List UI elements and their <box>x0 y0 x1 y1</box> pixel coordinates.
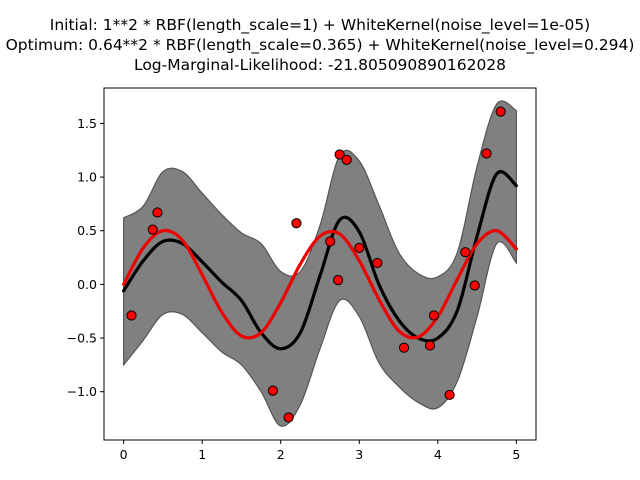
data-point <box>495 106 506 117</box>
data-point <box>152 207 163 218</box>
x-tick-label: 5 <box>512 447 520 462</box>
x-tick-label: 1 <box>198 447 206 462</box>
data-point <box>147 224 158 235</box>
data-point <box>126 310 137 321</box>
x-tick-label: 2 <box>277 447 285 462</box>
data-point <box>481 148 492 159</box>
y-tick-label: 0.5 <box>77 223 97 238</box>
x-tick-label: 3 <box>355 447 363 462</box>
y-tick-label: −0.5 <box>67 331 97 346</box>
data-point <box>291 218 302 229</box>
data-point <box>334 149 345 160</box>
data-point <box>444 389 455 401</box>
y-tick-label: 1.5 <box>77 116 97 131</box>
plot-area <box>122 100 518 427</box>
data-point <box>341 154 352 166</box>
chart-title: Initial: 1**2 * RBF(length_scale=1) + Wh… <box>6 16 635 74</box>
data-point <box>428 310 439 321</box>
data-point <box>424 340 436 351</box>
title-line-initial: Initial: 1**2 * RBF(length_scale=1) + Wh… <box>50 16 590 35</box>
data-point <box>460 247 471 258</box>
data-point <box>354 242 365 254</box>
title-line-optimum: Optimum: 0.64**2 * RBF(length_scale=0.36… <box>6 36 635 55</box>
data-point <box>372 257 383 269</box>
data-point <box>332 274 344 286</box>
x-tick-label: 0 <box>120 447 128 462</box>
axis-ticks: 0 1 2 3 4 5 −1.0 −0.5 0.0 0.5 1.0 1.5 <box>67 116 521 462</box>
data-point <box>283 412 294 423</box>
y-tick-label: 0.0 <box>77 277 97 292</box>
data-point <box>267 385 278 396</box>
true-function-line <box>122 228 518 340</box>
y-tick-label: −1.0 <box>67 384 97 399</box>
confidence-band <box>123 100 517 427</box>
axes-frame <box>103 87 537 441</box>
y-tick-label: 1.0 <box>77 170 97 185</box>
data-point <box>325 236 336 247</box>
data-point <box>469 280 480 291</box>
data-point <box>398 342 410 353</box>
title-line-log-marginal-likelihood: Log-Marginal-Likelihood: -21.80509089016… <box>134 56 506 74</box>
x-tick-label: 4 <box>434 447 442 462</box>
